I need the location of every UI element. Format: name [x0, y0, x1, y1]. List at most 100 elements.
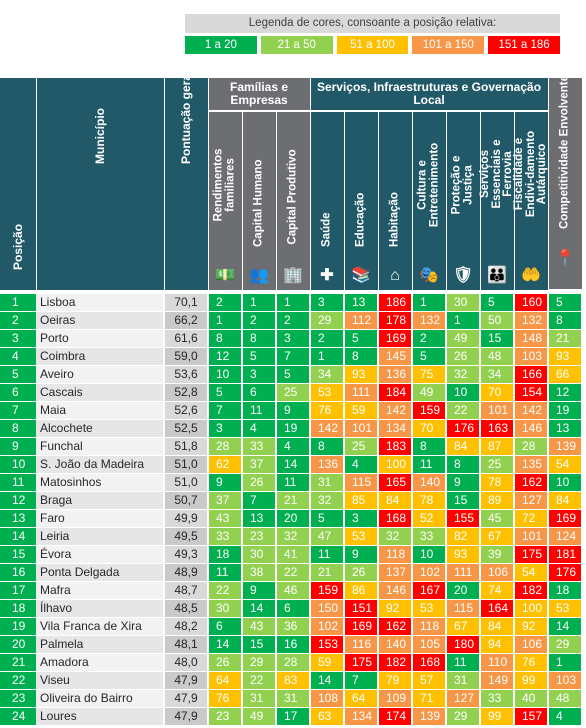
rank-cell: 134 — [344, 707, 379, 726]
rank-cell: 101 — [480, 401, 515, 420]
rank-cell: 12 — [548, 383, 583, 402]
rank-cell: 33 — [412, 527, 447, 546]
rank-cell: 38 — [242, 563, 277, 582]
rank-cell: 93 — [344, 365, 379, 384]
legend-swatch: 1 a 20 — [185, 36, 257, 54]
rank-cell: 71 — [412, 689, 447, 708]
score-cell: 47,9 — [164, 707, 209, 726]
rank-cell: 19 — [276, 419, 311, 438]
score-cell: 49,5 — [164, 527, 209, 546]
rank-cell: 169 — [548, 509, 583, 528]
score-cell: 52,8 — [164, 383, 209, 402]
position-cell: 6 — [0, 383, 36, 402]
rank-cell: 37 — [208, 491, 243, 510]
rank-cell: 32 — [310, 491, 345, 510]
rank-cell: 25 — [480, 455, 515, 474]
rank-cell: 28 — [208, 437, 243, 456]
rank-cell: 106 — [480, 563, 515, 582]
rank-cell: 11 — [446, 653, 481, 672]
rank-cell: 135 — [514, 455, 549, 474]
table-row: 5 Aveiro 53,6 10 3 5 34 93 136 75 32 34 166 66 — [0, 365, 583, 384]
score-cell: 51,8 — [164, 437, 209, 456]
rank-cell: 49 — [446, 329, 481, 348]
rank-cell: 76 — [514, 653, 549, 672]
rank-cell: 14 — [242, 599, 277, 618]
rank-cell: 74 — [480, 581, 515, 600]
rank-cell: 154 — [514, 383, 549, 402]
rank-cell: 10 — [446, 383, 481, 402]
indicator-header: Competitividade Envolvente 📍 — [548, 75, 583, 291]
rank-cell: 139 — [412, 707, 447, 726]
municipality-cell: Mafra — [36, 581, 165, 600]
rank-cell: 43 — [242, 617, 277, 636]
municipality-cell: Ílhavo — [36, 599, 165, 618]
rank-cell: 3 — [276, 329, 311, 348]
rank-cell: 15 — [480, 329, 515, 348]
rank-cell: 82 — [446, 527, 481, 546]
position-cell: 1 — [0, 294, 36, 312]
score-cell: 48,0 — [164, 653, 209, 672]
indicator-header: Fiscalidade e Endivi-damento Autárquico 🤲 — [513, 111, 549, 290]
rank-cell: 178 — [378, 311, 413, 330]
rank-cell: 72 — [514, 509, 549, 528]
score-cell: 61,6 — [164, 329, 209, 348]
municipality-cell: Amadora — [36, 653, 165, 672]
rank-cell: 7 — [208, 401, 243, 420]
rank-cell: 9 — [208, 473, 243, 492]
legend-title: Legenda de cores, consoante a posição re… — [185, 14, 560, 33]
rank-cell: 162 — [378, 617, 413, 636]
rank-cell: 8 — [310, 437, 345, 456]
table-row: 22 Viseu 47,9 64 22 83 14 7 79 57 31 149 99 103 — [0, 671, 583, 690]
rank-cell: 169 — [344, 617, 379, 636]
rank-cell: 4 — [276, 437, 311, 456]
rank-cell: 31 — [446, 671, 481, 690]
rank-cell: 146 — [378, 581, 413, 600]
rank-cell: 76 — [208, 689, 243, 708]
rank-cell: 142 — [378, 401, 413, 420]
rank-cell: 140 — [412, 473, 447, 492]
rank-cell: 70 — [480, 383, 515, 402]
rank-cell: 31 — [276, 689, 311, 708]
municipality-cell: Évora — [36, 545, 165, 564]
rank-cell: 2 — [242, 311, 277, 330]
rank-cell: 100 — [514, 599, 549, 618]
position-cell: 24 — [0, 707, 36, 726]
rank-cell: 78 — [480, 473, 515, 492]
score-cell: 48,5 — [164, 599, 209, 618]
rank-cell: 7 — [276, 347, 311, 366]
rank-cell: 1 — [208, 311, 243, 330]
rank-cell: 115 — [344, 473, 379, 492]
score-cell: 51,0 — [164, 455, 209, 474]
rank-cell: 151 — [344, 599, 379, 618]
rank-cell: 33 — [208, 527, 243, 546]
rank-cell: 25 — [276, 383, 311, 402]
rank-cell: 103 — [548, 671, 583, 690]
rank-cell: 59 — [310, 653, 345, 672]
municipality-cell: Aveiro — [36, 365, 165, 384]
rank-cell: 5 — [480, 294, 515, 312]
municipality-cell: Braga — [36, 491, 165, 510]
rank-cell: 3 — [310, 294, 345, 312]
rank-cell: 2 — [412, 329, 447, 348]
rank-cell: 153 — [310, 635, 345, 654]
municipality-cell: Cascais — [36, 383, 165, 402]
municipality-cell: Loures — [36, 707, 165, 726]
rank-cell: 52 — [412, 509, 447, 528]
people-icon: 👥 — [249, 267, 269, 284]
rank-cell: 67 — [480, 527, 515, 546]
rank-cell: 53 — [548, 599, 583, 618]
rank-cell: 8 — [208, 329, 243, 348]
rank-cell: 3 — [344, 509, 379, 528]
rank-cell: 15 — [446, 491, 481, 510]
rank-cell: 25 — [344, 437, 379, 456]
position-cell: 21 — [0, 653, 36, 672]
rank-cell: 6 — [276, 599, 311, 618]
rank-cell: 29 — [548, 635, 583, 654]
municipality-cell: Funchal — [36, 437, 165, 456]
rank-cell: 30 — [242, 545, 277, 564]
rank-cell: 22 — [276, 563, 311, 582]
rank-cell: 89 — [480, 491, 515, 510]
rank-cell: 83 — [276, 671, 311, 690]
ranking-table: Posição Município Pontuação geral Famílias … — [0, 71, 583, 726]
rank-cell: 145 — [378, 347, 413, 366]
